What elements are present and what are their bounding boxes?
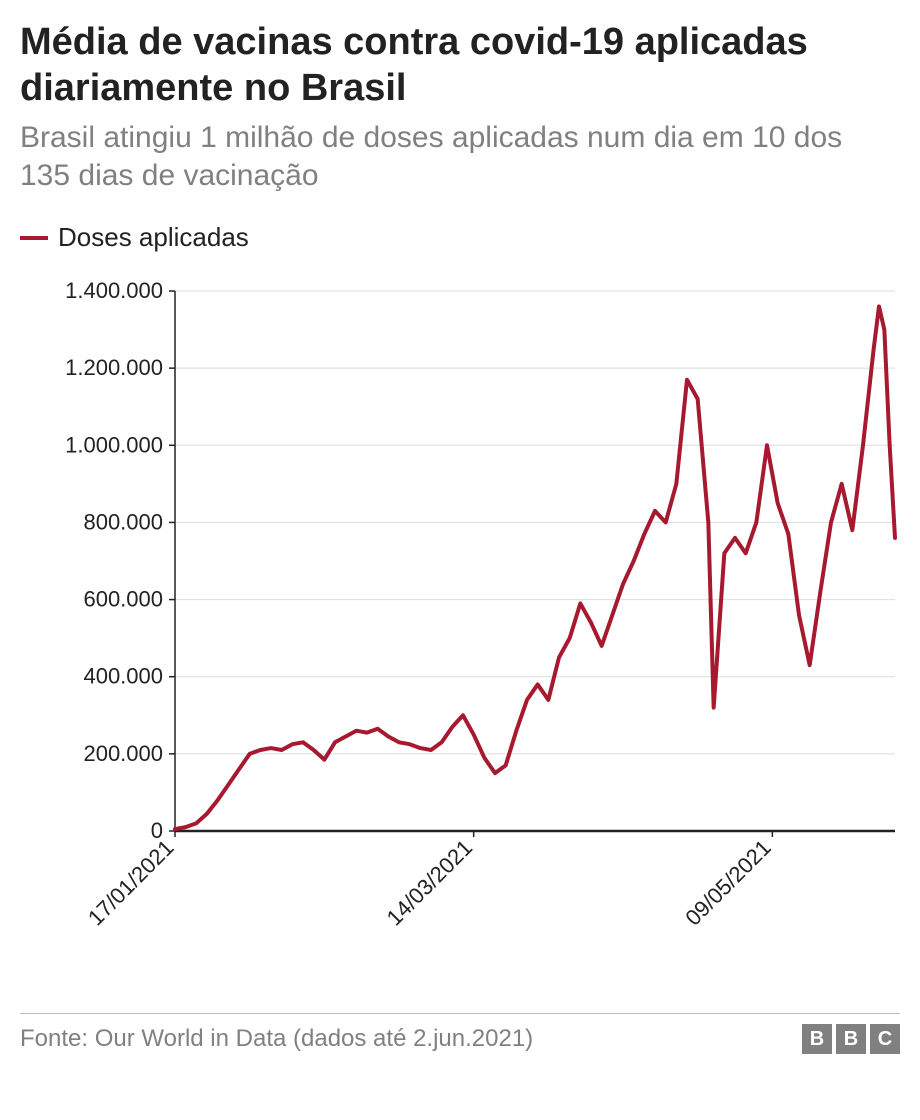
legend: Doses aplicadas — [20, 222, 900, 253]
svg-text:600.000: 600.000 — [83, 587, 163, 612]
bbc-logo-letter: B — [836, 1024, 866, 1054]
chart-title: Média de vacinas contra covid-19 aplicad… — [20, 20, 900, 111]
footer: Fonte: Our World in Data (dados até 2.ju… — [20, 1024, 900, 1054]
svg-text:1.400.000: 1.400.000 — [65, 278, 163, 303]
svg-text:1.200.000: 1.200.000 — [65, 355, 163, 380]
chart-subtitle: Brasil atingiu 1 milhão de doses aplicad… — [20, 119, 900, 194]
legend-swatch — [20, 236, 48, 240]
source-text: Fonte: Our World in Data (dados até 2.ju… — [20, 1025, 533, 1053]
line-chart-svg: 0200.000400.000600.000800.0001.000.0001.… — [20, 261, 900, 1001]
bbc-logo: BBC — [802, 1024, 900, 1054]
legend-label: Doses aplicadas — [58, 222, 249, 253]
svg-text:14/03/2021: 14/03/2021 — [382, 835, 478, 931]
svg-text:1.000.000: 1.000.000 — [65, 432, 163, 457]
bbc-logo-letter: C — [870, 1024, 900, 1054]
svg-text:800.000: 800.000 — [83, 510, 163, 535]
svg-text:09/05/2021: 09/05/2021 — [680, 835, 776, 931]
footer-divider — [20, 1013, 900, 1014]
svg-text:400.000: 400.000 — [83, 664, 163, 689]
chart-area: 0200.000400.000600.000800.0001.000.0001.… — [20, 261, 900, 1001]
svg-text:200.000: 200.000 — [83, 741, 163, 766]
svg-text:17/01/2021: 17/01/2021 — [83, 835, 179, 931]
bbc-logo-letter: B — [802, 1024, 832, 1054]
